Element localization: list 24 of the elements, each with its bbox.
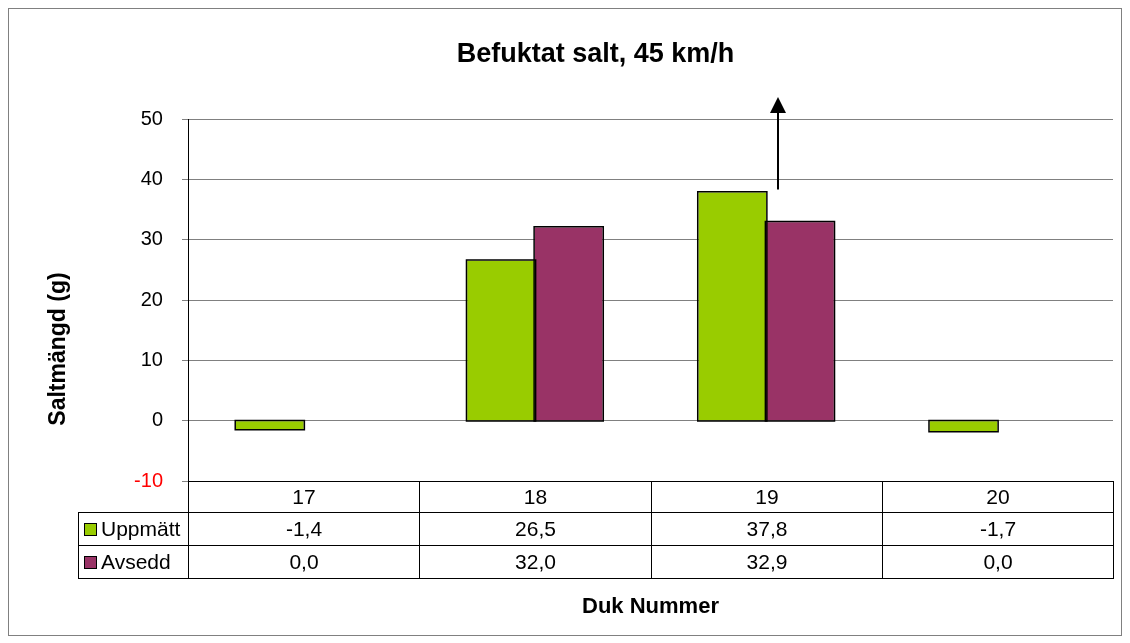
x-tick-label: 17 bbox=[292, 485, 316, 509]
x-tick-label: 18 bbox=[523, 485, 548, 509]
data-label: 32,9 bbox=[746, 550, 788, 574]
data-label: 0,0 bbox=[983, 550, 1013, 574]
y-axis-title: Saltmängd (g) bbox=[43, 271, 71, 426]
y-tick-label: 50 bbox=[140, 106, 163, 129]
y-tick-label: 0 bbox=[151, 408, 163, 431]
x-tick-label: 20 bbox=[986, 485, 1010, 509]
data-label: -1,4 bbox=[285, 517, 323, 541]
legend-label: Uppmätt bbox=[101, 517, 181, 541]
data-label: 0,0 bbox=[289, 550, 319, 574]
data-label: 26,5 bbox=[515, 517, 556, 541]
y-tick-label: 20 bbox=[140, 287, 163, 310]
y-tick-label: 30 bbox=[140, 227, 163, 250]
y-tick-label: -10 bbox=[134, 468, 163, 491]
x-tick-label: 19 bbox=[755, 485, 779, 509]
data-label: -1,7 bbox=[979, 517, 1017, 541]
data-label: 37,8 bbox=[746, 517, 788, 541]
y-tick-label: 40 bbox=[140, 166, 163, 189]
chart-title: Befuktat salt, 45 km/h bbox=[456, 37, 735, 69]
data-label: 32,0 bbox=[515, 550, 556, 574]
x-axis-title: Duk Nummer bbox=[582, 593, 719, 619]
legend-label: Avsedd bbox=[101, 550, 171, 574]
y-tick-label: 10 bbox=[140, 347, 163, 370]
